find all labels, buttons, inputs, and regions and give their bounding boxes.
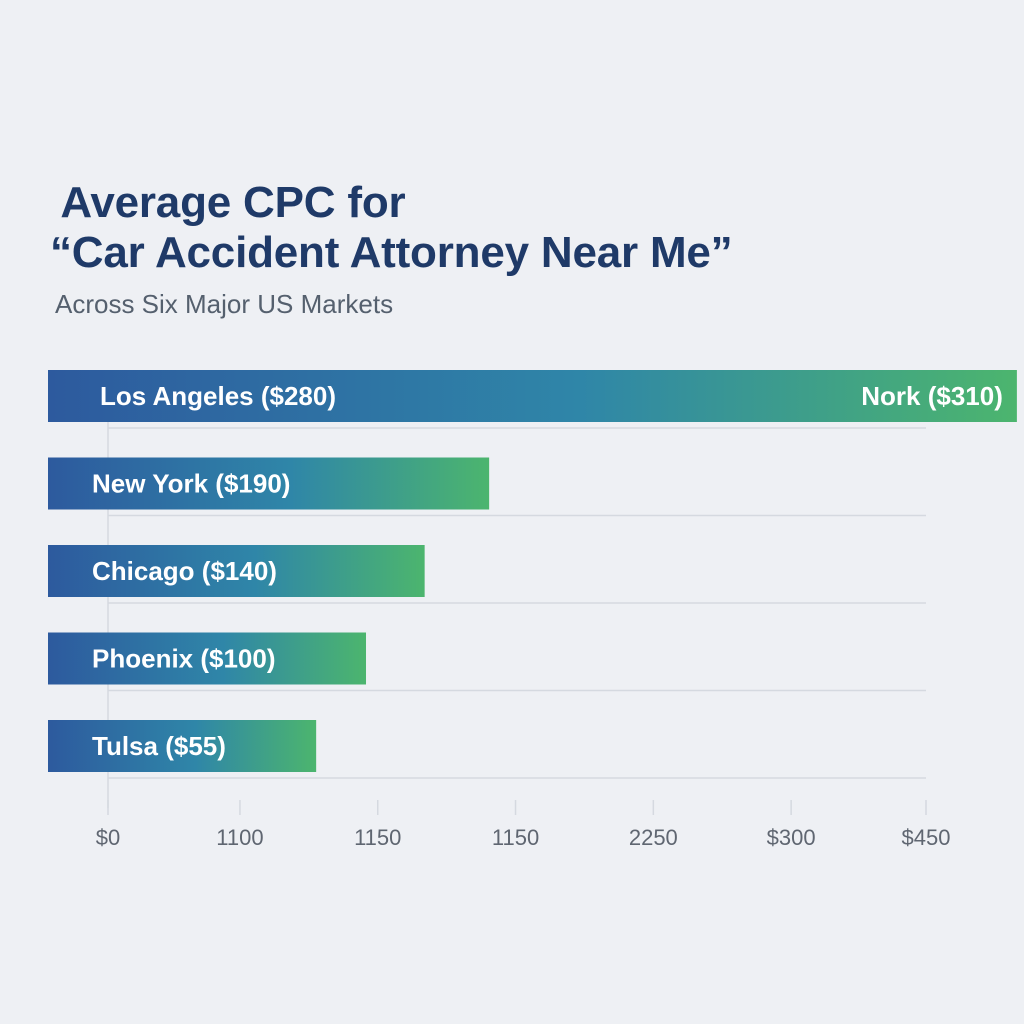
chart-subtitle: Across Six Major US Markets xyxy=(55,289,394,319)
bar xyxy=(48,632,367,685)
bar-label: Los Angeles ($280) xyxy=(100,381,336,411)
x-tick-label: 2250 xyxy=(629,825,678,850)
chart-title: Average CPC for “Car Accident Attorney N… xyxy=(50,178,733,278)
bar-label: Chicago ($140) xyxy=(92,556,277,586)
x-tick-label: $300 xyxy=(767,825,816,850)
x-tick-label: 1100 xyxy=(216,825,263,850)
bar-label: Phoenix ($100) xyxy=(92,644,276,674)
bar-label: New York ($190) xyxy=(92,469,290,499)
bar-label: Tulsa ($55) xyxy=(92,731,226,761)
x-tick-label: 1150 xyxy=(492,825,539,850)
chart-title-line-2: “Car Accident Attorney Near Me” xyxy=(50,228,733,277)
bar-end-label: Nork ($310) xyxy=(861,381,1003,411)
gridlines xyxy=(107,410,926,808)
x-tick-label: $450 xyxy=(902,825,951,850)
bars: Los Angeles ($280) Nork ($310) New York ($… xyxy=(48,370,1017,772)
chart-title-line-1: Average CPC for xyxy=(50,178,406,227)
x-tick-label: $0 xyxy=(96,825,120,850)
bar xyxy=(48,720,317,772)
bar xyxy=(48,457,490,510)
bar xyxy=(48,545,425,597)
x-axis-ticks: $0 1100 1150 1150 2250 $300 $450 xyxy=(96,800,951,850)
bar xyxy=(48,370,1017,422)
x-tick-label: 1150 xyxy=(354,825,401,850)
